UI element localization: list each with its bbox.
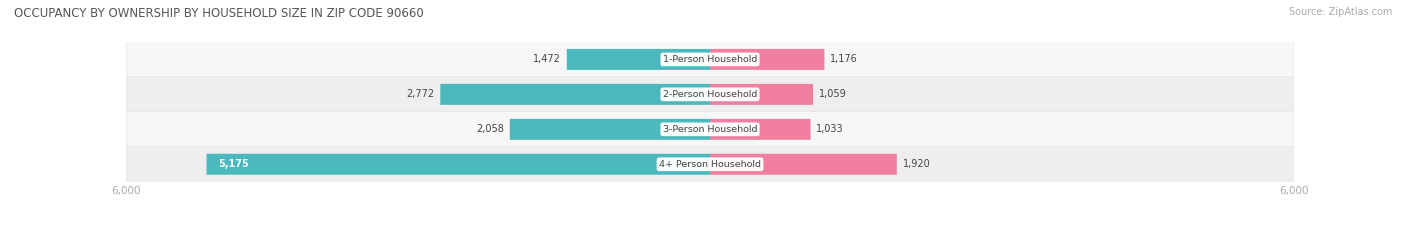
Text: 1-Person Household: 1-Person Household xyxy=(662,55,758,64)
FancyBboxPatch shape xyxy=(710,84,813,105)
FancyBboxPatch shape xyxy=(207,154,710,175)
Text: 1,920: 1,920 xyxy=(903,159,931,169)
FancyBboxPatch shape xyxy=(127,77,1294,112)
FancyBboxPatch shape xyxy=(567,49,710,70)
FancyBboxPatch shape xyxy=(510,119,710,140)
FancyBboxPatch shape xyxy=(710,119,810,140)
FancyBboxPatch shape xyxy=(127,112,1294,147)
Text: 3-Person Household: 3-Person Household xyxy=(662,125,758,134)
Text: OCCUPANCY BY OWNERSHIP BY HOUSEHOLD SIZE IN ZIP CODE 90660: OCCUPANCY BY OWNERSHIP BY HOUSEHOLD SIZE… xyxy=(14,7,423,20)
Text: 1,059: 1,059 xyxy=(818,89,846,99)
Text: 5,175: 5,175 xyxy=(218,159,249,169)
FancyBboxPatch shape xyxy=(440,84,710,105)
Text: 1,176: 1,176 xyxy=(831,55,858,64)
FancyBboxPatch shape xyxy=(710,154,897,175)
Text: 2,058: 2,058 xyxy=(477,124,503,134)
Text: 2-Person Household: 2-Person Household xyxy=(662,90,758,99)
FancyBboxPatch shape xyxy=(127,147,1294,182)
Text: 1,033: 1,033 xyxy=(817,124,844,134)
Text: 4+ Person Household: 4+ Person Household xyxy=(659,160,761,169)
FancyBboxPatch shape xyxy=(127,42,1294,77)
FancyBboxPatch shape xyxy=(710,49,824,70)
Text: Source: ZipAtlas.com: Source: ZipAtlas.com xyxy=(1288,7,1392,17)
Text: 1,472: 1,472 xyxy=(533,55,561,64)
Text: 2,772: 2,772 xyxy=(406,89,434,99)
